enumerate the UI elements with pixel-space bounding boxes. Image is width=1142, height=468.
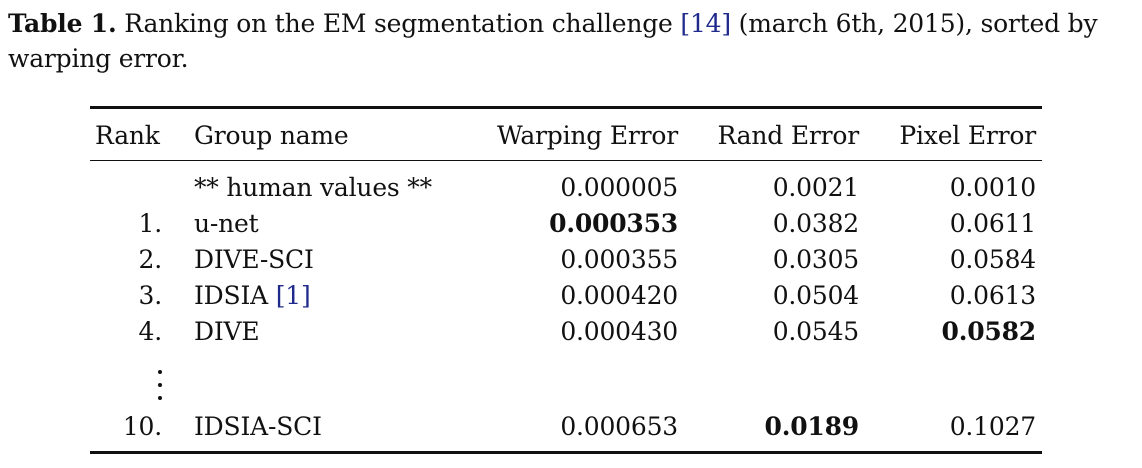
table-caption: Table 1. Ranking on the EM segmentation … xyxy=(8,6,1142,76)
row-1-warping: 0.000353 xyxy=(549,209,678,238)
vertical-ellipsis-icon xyxy=(151,366,171,406)
row-1-rand: 0.0382 xyxy=(772,209,859,238)
row-2-pixel: 0.0584 xyxy=(949,245,1036,274)
row-4-rand: 0.0545 xyxy=(772,317,859,346)
table-top-rule xyxy=(90,106,1042,109)
row-3-rand: 0.0504 xyxy=(772,281,859,310)
row-3-citation-link[interactable]: [1] xyxy=(275,281,311,310)
header-pixel-error: Pixel Error xyxy=(899,121,1036,150)
row-1-pixel: 0.0611 xyxy=(949,209,1036,238)
row-2-rand: 0.0305 xyxy=(772,245,859,274)
caption-citation-link[interactable]: [14] xyxy=(680,9,731,38)
row-2-rank: 2. xyxy=(138,245,163,274)
row-10-pixel: 0.1027 xyxy=(949,412,1036,441)
header-rank: Rank xyxy=(95,121,160,150)
row-10-group: IDSIA-SCI xyxy=(194,412,322,441)
header-rand-error: Rand Error xyxy=(717,121,859,150)
row-2-warping: 0.000355 xyxy=(560,245,678,274)
table-bottom-rule xyxy=(90,451,1042,454)
row-10-rank: 10. xyxy=(122,412,162,441)
row-1-group: u-net xyxy=(194,209,259,238)
caption-text-after: (march 6th, 2015), sorted by warping err… xyxy=(8,9,1098,73)
row-human-rand: 0.0021 xyxy=(772,173,859,202)
table-header-rule xyxy=(90,160,1042,162)
row-2-group: DIVE-SCI xyxy=(194,245,314,274)
row-3-rank: 3. xyxy=(138,281,163,310)
row-human-pixel: 0.0010 xyxy=(949,173,1036,202)
row-human-warping: 0.000005 xyxy=(560,173,678,202)
caption-text-before: Ranking on the EM segmentation challenge xyxy=(116,9,681,38)
row-4-group: DIVE xyxy=(194,317,260,346)
row-3-warping: 0.000420 xyxy=(560,281,678,310)
row-4-rank: 4. xyxy=(138,317,163,346)
row-4-warping: 0.000430 xyxy=(560,317,678,346)
row-3-pixel: 0.0613 xyxy=(949,281,1036,310)
row-human-group: ** human values ** xyxy=(194,173,432,202)
caption-label: Table 1. xyxy=(8,9,117,38)
row-1-rank: 1. xyxy=(138,209,163,238)
row-3-group: IDSIA [1] xyxy=(194,281,311,311)
row-10-warping: 0.000653 xyxy=(560,412,678,441)
row-3-group-name: IDSIA xyxy=(194,281,276,310)
header-warping-error: Warping Error xyxy=(497,121,678,150)
header-group-name: Group name xyxy=(194,121,349,150)
row-4-pixel: 0.0582 xyxy=(941,317,1037,346)
row-10-rand: 0.0189 xyxy=(764,412,860,441)
